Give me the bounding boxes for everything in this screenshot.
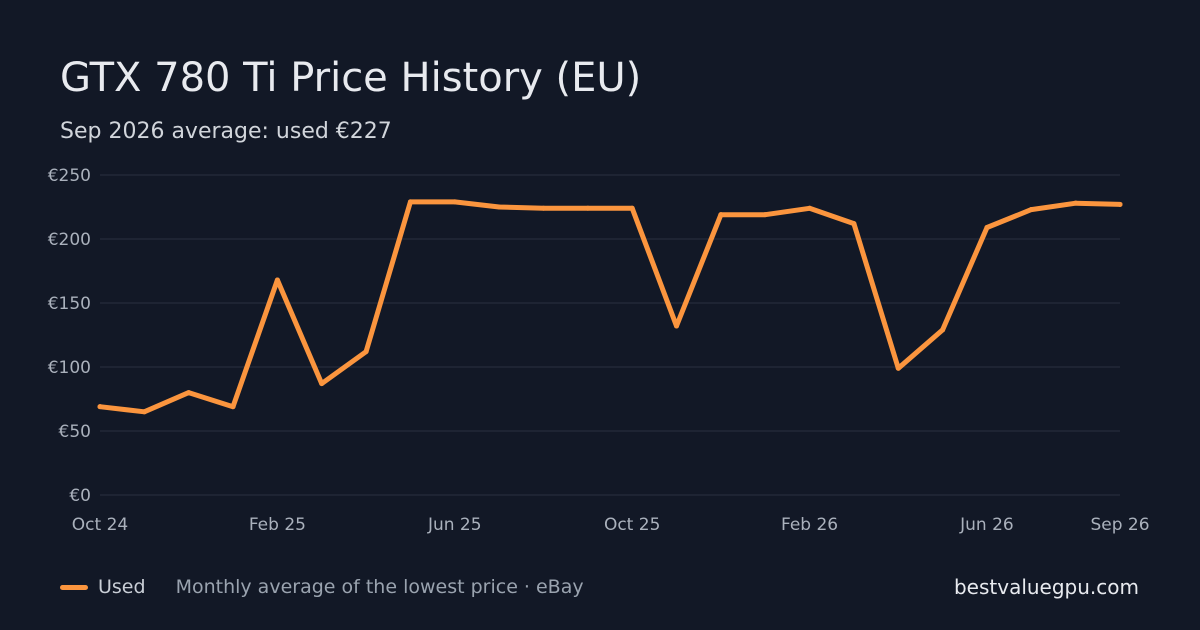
- source-note: Monthly average of the lowest price · eB…: [175, 576, 584, 598]
- data-point: [718, 212, 724, 218]
- data-point: [141, 409, 147, 415]
- data-point: [1117, 201, 1123, 207]
- data-point: [540, 205, 546, 211]
- legend-label-used: Used: [98, 576, 146, 598]
- chart-title: GTX 780 Ti Price History (EU): [60, 55, 642, 101]
- data-point: [585, 205, 591, 211]
- data-point: [1073, 200, 1079, 206]
- x-tick-label: Oct 25: [604, 515, 660, 535]
- x-axis-ticks: Oct 24 Feb 25 Jun 25 Oct 25 Feb 26 Jun 26 Sep …: [72, 515, 1150, 535]
- y-tick-label: €150: [48, 294, 91, 314]
- y-tick-label: €250: [48, 166, 91, 186]
- y-axis-ticks: €0 €50 €100 €150 €200 €250: [48, 166, 91, 506]
- data-point: [940, 327, 946, 333]
- y-tick-label: €50: [59, 422, 91, 442]
- data-point: [807, 205, 813, 211]
- y-tick-label: €100: [48, 358, 91, 378]
- legend: Used Monthly average of the lowest price…: [60, 572, 584, 602]
- legend-swatch-used: [60, 584, 88, 590]
- data-point: [363, 349, 369, 355]
- data-point: [984, 224, 990, 230]
- x-tick-label: Feb 25: [249, 515, 306, 535]
- chart-subtitle: Sep 2026 average: used €227: [60, 119, 392, 144]
- data-point: [851, 221, 857, 227]
- y-tick-label: €200: [48, 230, 91, 250]
- x-tick-label: Sep 26: [1090, 515, 1149, 535]
- data-point: [230, 404, 236, 410]
- series-line-used: [97, 199, 1123, 415]
- x-tick-label: Jun 25: [427, 515, 482, 535]
- y-tick-label: €0: [69, 486, 91, 506]
- data-point: [674, 323, 680, 329]
- data-point: [1028, 207, 1034, 213]
- x-tick-label: Feb 26: [781, 515, 838, 535]
- data-point: [762, 212, 768, 218]
- site-brand[interactable]: bestvaluegpu.com: [953, 575, 1139, 599]
- x-tick-label: Jun 26: [959, 515, 1014, 535]
- x-tick-label: Oct 24: [72, 515, 128, 535]
- data-point: [452, 199, 458, 205]
- data-point: [407, 199, 413, 205]
- data-point: [186, 390, 192, 396]
- data-point: [895, 365, 901, 371]
- data-point: [629, 205, 635, 211]
- used-series: [97, 199, 1123, 415]
- data-point: [496, 204, 502, 210]
- data-point: [319, 381, 325, 387]
- data-point: [274, 277, 280, 283]
- data-point: [97, 404, 103, 410]
- grid-lines: [100, 174, 1120, 496]
